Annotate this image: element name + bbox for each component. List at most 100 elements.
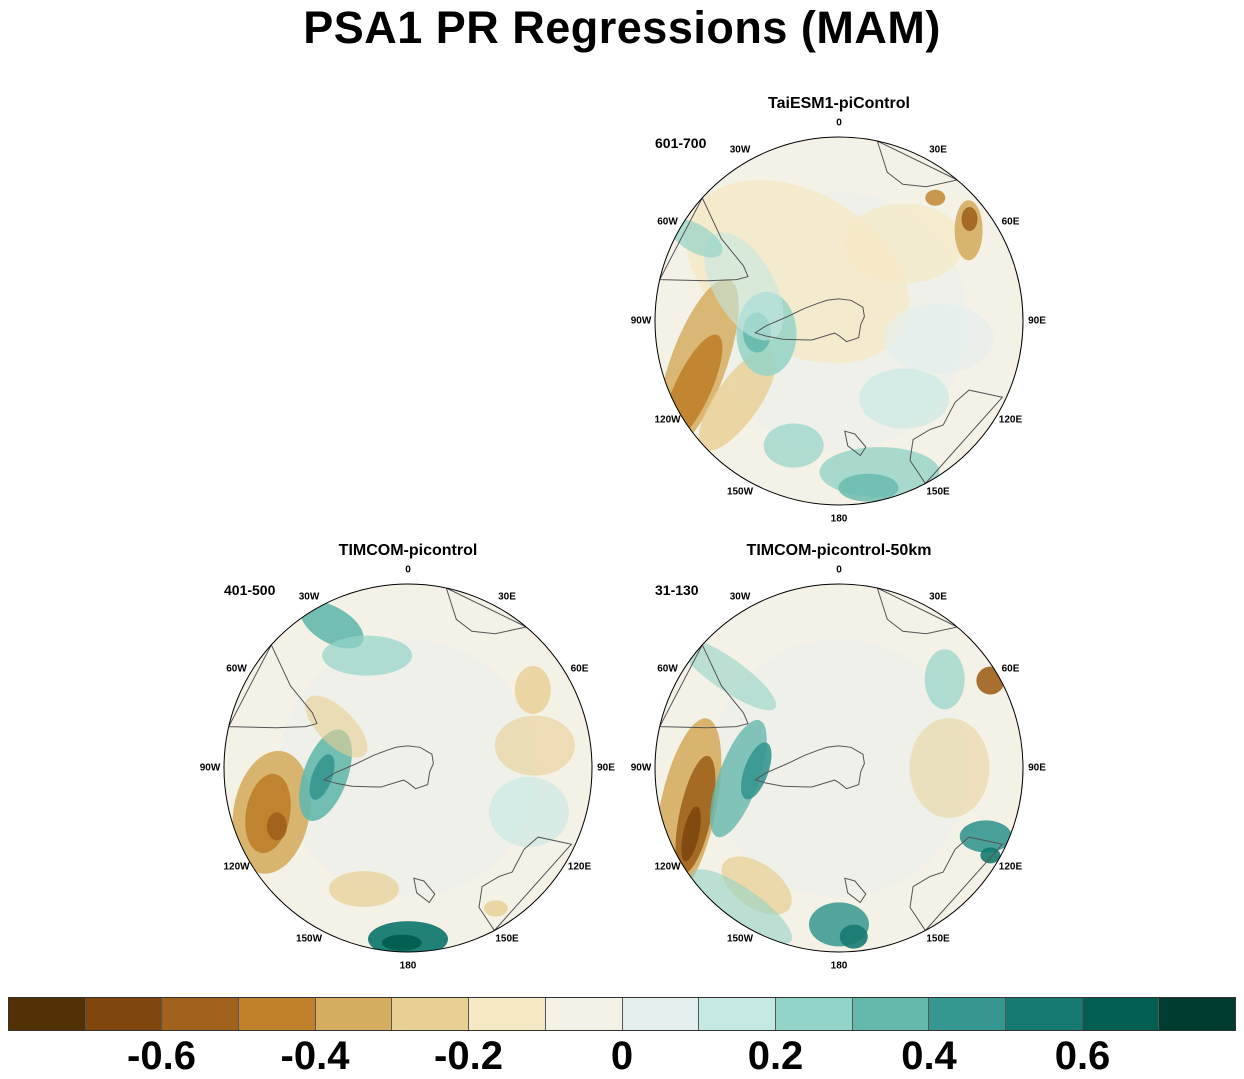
anomaly-contour — [925, 189, 946, 206]
anomaly-contour — [381, 934, 422, 951]
anomaly-contour — [489, 777, 570, 848]
antarctica-coastline — [323, 745, 434, 790]
colorbar-swatch — [929, 998, 1006, 1030]
longitude-label: 90E — [597, 762, 615, 774]
polar-map-taiesm1 — [654, 136, 1024, 506]
anomaly-contour — [305, 695, 368, 758]
anomaly-contour — [322, 635, 413, 676]
longitude-label: 90E — [1028, 315, 1046, 327]
colorbar-swatch — [1082, 998, 1160, 1030]
anomaly-contour — [676, 636, 777, 711]
antarctica-coastline — [754, 298, 865, 343]
coastline — [478, 836, 573, 932]
anomaly-contour — [721, 856, 792, 915]
anomaly-contour — [839, 924, 868, 949]
longitude-label: 0 — [405, 564, 411, 576]
map-boundary — [223, 583, 593, 953]
period-label-timcom-50km: 31-130 — [655, 582, 699, 598]
longitude-label: 60W — [657, 663, 678, 675]
anomaly-contour — [309, 754, 335, 800]
coastline — [909, 389, 1004, 485]
anomaly-contour — [266, 812, 287, 841]
anomaly-contour — [909, 718, 990, 818]
longitude-label: 120E — [567, 861, 592, 873]
longitude-label: 30W — [729, 144, 751, 156]
colorbar-swatch — [315, 998, 393, 1030]
colorbar-tick-label: 0.2 — [747, 1034, 804, 1078]
coastline — [876, 587, 959, 635]
anomaly-contour — [710, 719, 767, 838]
colorbar-swatch — [239, 998, 316, 1030]
map-boundary — [654, 136, 1024, 506]
colorbar-swatch — [622, 998, 700, 1030]
coastline — [909, 836, 1004, 932]
coastline — [844, 430, 867, 457]
anomaly-contour — [976, 666, 1005, 695]
coastline — [445, 587, 528, 635]
coastline — [413, 877, 436, 904]
anomaly-contour — [844, 203, 965, 284]
colorbar-tick-label: -0.2 — [434, 1034, 503, 1078]
longitude-label: 90W — [199, 762, 221, 774]
period-label-taiesm1: 601-700 — [655, 135, 707, 151]
longitude-label: 180 — [830, 513, 848, 525]
anomaly-contour — [763, 423, 824, 468]
colorbar-swatch — [1159, 998, 1235, 1030]
anomaly-contour — [300, 601, 364, 649]
anomaly-contour — [959, 820, 1012, 853]
anomaly-contour — [328, 871, 399, 908]
colorbar-swatch — [85, 998, 163, 1030]
longitude-label: 150W — [295, 933, 323, 945]
longitude-label: 150W — [726, 933, 754, 945]
period-label-timcom: 401-500 — [224, 582, 276, 598]
anomaly-contour — [698, 349, 777, 452]
colorbar-tick-label: -0.6 — [127, 1034, 196, 1078]
colorbar-swatch — [775, 998, 853, 1030]
longitude-label: 30E — [929, 144, 947, 156]
longitude-label: 30W — [298, 591, 320, 603]
coastline — [876, 140, 959, 188]
coastline — [844, 877, 867, 904]
longitude-label: 150E — [495, 933, 519, 945]
longitude-label: 30E — [929, 591, 947, 603]
antarctica-coastline — [754, 745, 865, 790]
longitude-label: 60W — [657, 216, 678, 228]
longitude-label: 90W — [630, 315, 652, 327]
anomaly-contour — [681, 806, 701, 862]
anomaly-contour — [514, 665, 551, 714]
colorbar-tick-label: -0.4 — [280, 1034, 350, 1078]
panel-title-taiesm1: TaiESM1-piControl — [768, 95, 910, 112]
panel-title-timcom-50km: TIMCOM-picontrol-50km — [746, 542, 932, 559]
longitude-label: 0 — [836, 564, 842, 576]
anomaly-contour — [961, 207, 978, 232]
map-boundary — [654, 583, 1024, 953]
longitude-label: 150E — [926, 486, 950, 498]
longitude-label: 150W — [726, 486, 754, 498]
longitude-label: 120W — [654, 861, 681, 873]
longitude-label: 60E — [1001, 216, 1020, 228]
anomaly-contour — [924, 649, 965, 710]
coastline — [227, 643, 318, 729]
longitude-label: 60W — [226, 663, 247, 675]
anomaly-contour — [691, 869, 793, 945]
longitude-label: 90E — [1028, 762, 1046, 774]
coastline — [658, 643, 749, 729]
anomaly-contour — [883, 303, 994, 374]
colorbar-swatch — [545, 998, 623, 1030]
longitude-label: 120E — [998, 414, 1023, 426]
colorbar-swatch — [699, 998, 776, 1030]
longitude-label: 180 — [830, 960, 848, 972]
longitude-label: 120E — [998, 861, 1023, 873]
anomaly-contour — [668, 218, 723, 258]
longitude-label: 150E — [926, 933, 950, 945]
longitude-label: 180 — [399, 960, 417, 972]
longitude-label: 90W — [630, 762, 652, 774]
colorbar-swatch — [9, 998, 86, 1030]
longitude-label: 30E — [498, 591, 516, 603]
colorbar-tick-label: 0 — [610, 1034, 634, 1078]
anomaly-contour — [859, 368, 950, 429]
longitude-label: 0 — [836, 117, 842, 129]
colorbar-tick-label: 0.4 — [901, 1034, 957, 1078]
panel-title-timcom: TIMCOM-picontrol — [338, 542, 478, 559]
longitude-label: 120W — [654, 414, 681, 426]
